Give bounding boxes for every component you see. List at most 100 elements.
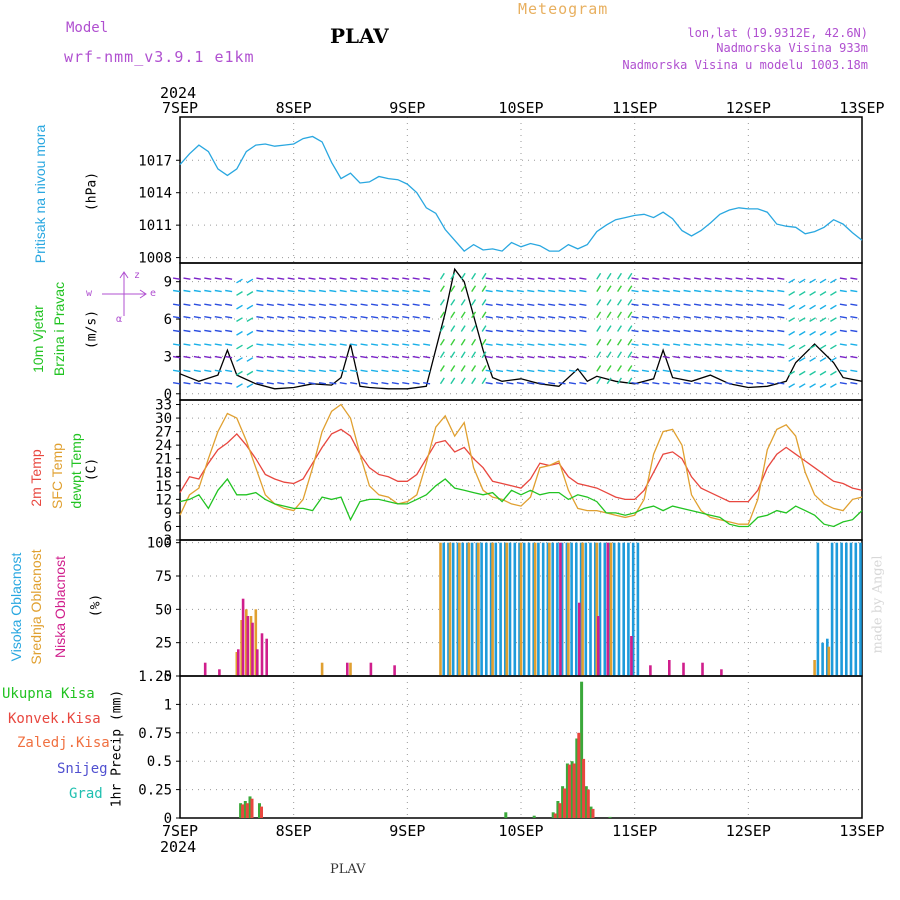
wind-arrow [391, 355, 399, 359]
wind-arrow [236, 370, 243, 376]
wind-arrow [360, 329, 368, 333]
time-label-top: 8SEP [276, 99, 312, 117]
wind-arrow [506, 329, 514, 333]
wind-arrow [788, 330, 796, 336]
precip-bar [532, 815, 536, 818]
clouds-bar [237, 649, 240, 676]
wind-arrow [287, 303, 295, 306]
clouds-bar [594, 542, 597, 676]
wind-arrow [641, 382, 650, 385]
wind-arrow [423, 369, 431, 373]
precip-bar [250, 798, 254, 818]
wind-arrow [809, 304, 816, 310]
wind-arrow [460, 325, 466, 332]
wind-arrow [412, 355, 420, 359]
wind-arrow [766, 369, 775, 373]
clouds-bar [627, 542, 630, 676]
wind-arrow [391, 316, 399, 319]
clouds-bar [595, 542, 599, 676]
wind-arrow [381, 303, 389, 306]
compass-arrows-icon [102, 271, 147, 316]
precip-bar [582, 758, 586, 818]
compass-west: w [86, 288, 93, 299]
wind-arrow [596, 365, 602, 372]
clouds-tick-label: 100 [147, 536, 172, 552]
wind-arrow [225, 316, 233, 319]
wind-arrow [183, 355, 191, 359]
wind-arrow [617, 299, 622, 306]
wind-arrow [788, 370, 796, 376]
wind-arrow [439, 351, 445, 359]
wind-arrow [627, 365, 633, 372]
wind-arrow [214, 303, 222, 306]
wind-arrow [495, 289, 504, 293]
time-label-top: 11SEP [612, 99, 657, 117]
wind-arrow [266, 369, 274, 373]
wind-arrow [735, 316, 743, 319]
precip-bar [589, 806, 593, 818]
wind-arrow [481, 311, 487, 319]
precip-bar [551, 812, 555, 818]
clouds-bar [560, 542, 564, 676]
wind-arrow [627, 311, 633, 319]
clouds-bar [581, 542, 584, 676]
wind-arrow [236, 291, 243, 296]
wind-arrow [471, 285, 477, 292]
wind-arrow [596, 311, 602, 319]
wind-arrow [391, 382, 399, 385]
clouds-bar [589, 542, 592, 676]
wind-arrow [558, 277, 566, 280]
wind-arrow [481, 299, 487, 306]
clouds-bar [649, 665, 652, 676]
wind-arrow [460, 351, 466, 359]
wind-arrow [746, 303, 754, 306]
wind-arrow [214, 329, 222, 333]
wind-arrow [652, 277, 660, 280]
wind-arrow [214, 316, 222, 319]
wind-arrow [756, 369, 764, 373]
wind-arrow [423, 343, 431, 346]
clouds-bar [260, 633, 264, 676]
wind-arrow [617, 285, 622, 292]
time-label-bottom: 7SEP [162, 822, 198, 840]
wind-arrow [516, 343, 524, 346]
wind-arrow [266, 277, 274, 280]
wind-arrow [439, 338, 445, 346]
pressure-series-line [179, 135, 863, 252]
clouds-bar [630, 636, 633, 676]
wind-arrow [460, 299, 466, 306]
wind-arrow [516, 329, 524, 333]
wind-arrow [391, 343, 399, 346]
wind-arrow [537, 329, 545, 333]
wind-arrow [225, 329, 233, 333]
wind-arrow [527, 277, 535, 280]
wind-arrow [246, 357, 254, 362]
wind-arrow [788, 344, 796, 350]
wind-arrow [450, 285, 456, 292]
wind-arrow [766, 382, 775, 385]
wind-arrow [746, 277, 754, 280]
wind-arrow [402, 277, 410, 280]
wind-arrow [225, 277, 233, 280]
wind-arrow [495, 316, 504, 319]
wind-arrow [439, 325, 445, 332]
wind-arrow [506, 343, 514, 346]
clouds-bar [668, 660, 671, 676]
clouds-bar [480, 542, 483, 676]
wind-arrow [579, 329, 587, 333]
wind-arrow [830, 304, 837, 310]
wind-arrow [370, 355, 379, 359]
wind-arrow [423, 277, 431, 280]
wind-arrow [236, 330, 243, 336]
wind-arrow [527, 316, 535, 319]
wind-arrow [236, 383, 243, 389]
wind-arrow [402, 316, 410, 319]
wind-arrow [450, 311, 456, 319]
clouds-tick-label: 25 [155, 636, 172, 652]
wind-arrow [756, 303, 764, 306]
wind-arrow [714, 329, 722, 333]
compass-east: e [150, 288, 157, 299]
wind-arrow [256, 303, 264, 306]
wind-arrow [172, 289, 181, 293]
wind-arrow [402, 369, 410, 373]
